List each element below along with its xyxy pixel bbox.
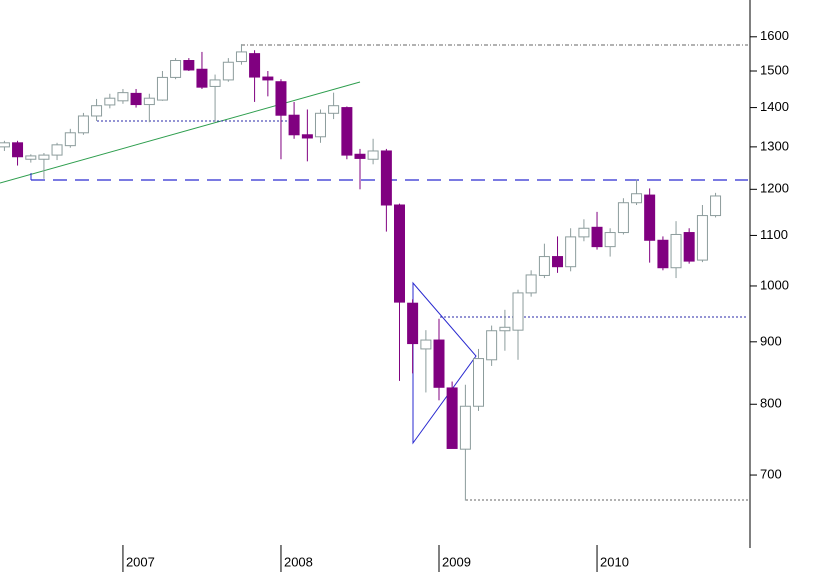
candle-body: [117, 92, 129, 102]
candle-body: [696, 215, 708, 261]
candle-body: [222, 61, 234, 81]
y-tick-label: 800: [760, 396, 782, 411]
candle-body: [617, 202, 629, 234]
candle-body: [670, 233, 682, 269]
y-tick-label: 1500: [760, 62, 789, 77]
candle-body: [604, 232, 616, 248]
candle-body: [486, 330, 498, 361]
candle-body: [38, 154, 50, 160]
candle-body: [459, 405, 471, 450]
candle-body: [301, 134, 313, 139]
candle-body: [77, 115, 89, 134]
trend-line: [0, 81, 361, 184]
candle-body: [631, 193, 643, 204]
candle-body: [591, 226, 603, 248]
candle-body: [235, 51, 247, 63]
candle-body: [314, 112, 326, 138]
x-tick-label: 2008: [284, 554, 313, 569]
y-tick-label: 1300: [760, 138, 789, 153]
candle-body: [25, 155, 37, 160]
candle-body: [565, 236, 577, 268]
candle-body: [170, 60, 182, 78]
candle-body: [578, 227, 590, 238]
candle-body: [209, 79, 221, 87]
candle-body: [525, 274, 537, 294]
candle-body: [473, 358, 485, 407]
candle-body: [538, 256, 550, 276]
candle-body: [249, 53, 261, 78]
candle-body: [420, 339, 432, 350]
x-tick-label: 2010: [600, 554, 629, 569]
candle-body: [512, 292, 524, 331]
candle-body: [12, 142, 24, 158]
candle-body: [393, 204, 405, 303]
candle-body: [354, 153, 366, 159]
y-tick-label: 700: [760, 466, 782, 481]
candle-body: [51, 144, 63, 156]
candle-body: [380, 150, 392, 206]
candle-body: [710, 195, 722, 217]
x-tick-label: 2009: [442, 554, 471, 569]
candle-body: [499, 326, 511, 332]
candle-body: [328, 105, 340, 114]
plot: [0, 44, 722, 501]
candle-body: [367, 150, 379, 160]
candle-body: [552, 256, 564, 268]
candle-body: [156, 76, 168, 101]
y-tick-label: 1200: [760, 181, 789, 196]
candle-body: [446, 387, 458, 449]
candle-body: [275, 81, 287, 116]
candle-body: [683, 232, 695, 262]
y-tick-label: 1000: [760, 277, 789, 292]
candle-body: [341, 107, 353, 156]
candle-body: [91, 105, 103, 117]
candle-body: [288, 114, 300, 136]
y-tick-label: 900: [760, 333, 782, 348]
candle-body: [0, 142, 10, 148]
candle-body: [433, 339, 445, 388]
candle-body: [407, 302, 419, 345]
candle-body: [130, 92, 142, 106]
candle-body: [104, 97, 116, 106]
y-tick-label: 1600: [760, 28, 789, 43]
y-tick-label: 1100: [760, 227, 788, 242]
y-tick-label: 1400: [760, 99, 789, 114]
candle-body: [644, 194, 656, 241]
candle-body: [262, 76, 274, 81]
x-tick-label: 2007: [126, 554, 155, 569]
candle-body: [143, 97, 155, 106]
candle-body: [183, 60, 195, 71]
candle-body: [196, 68, 208, 88]
candle-body: [64, 132, 76, 147]
candle-body: [657, 239, 669, 269]
